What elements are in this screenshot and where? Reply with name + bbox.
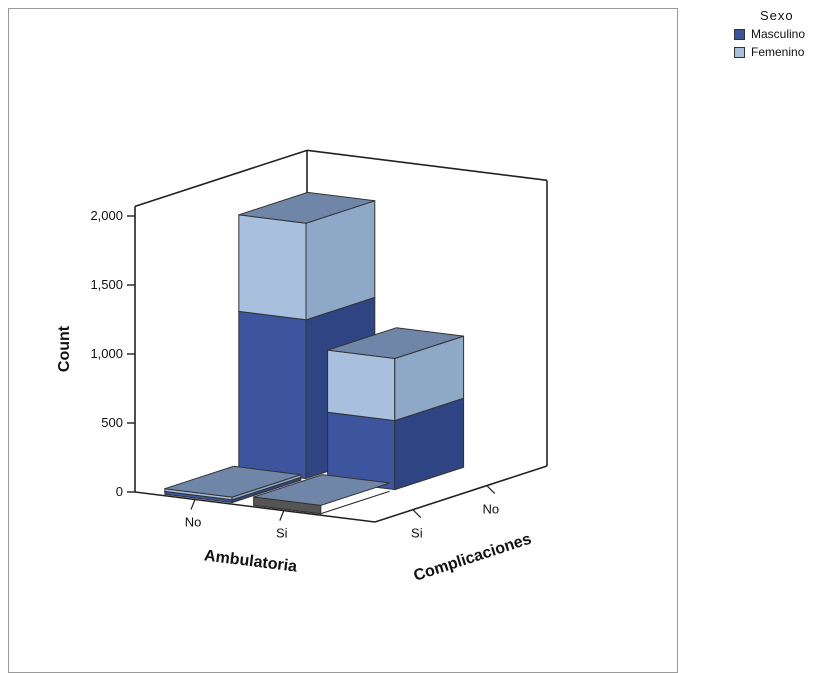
box-edge-5 xyxy=(134,491,376,523)
bar-top xyxy=(253,474,390,506)
box-edge-4 xyxy=(306,149,548,182)
y-tick-label: 2,000 xyxy=(90,208,123,223)
z-category-label: No xyxy=(482,502,499,517)
bar-stack-no-si xyxy=(164,465,302,504)
x-axis-title: Ambulatoria xyxy=(203,547,298,575)
legend-title: Sexo xyxy=(760,8,794,23)
legend-item-masculino: Masculino xyxy=(734,25,805,43)
bar-top xyxy=(327,327,464,360)
legend-label-masculino: Masculino xyxy=(751,27,806,41)
box-edge-6 xyxy=(374,465,548,523)
z-tick-mark xyxy=(486,485,496,495)
y-tick-label: 1,500 xyxy=(90,277,123,292)
bar-segment-masculino xyxy=(238,310,307,480)
x-category-label: Si xyxy=(276,526,288,541)
bar-top xyxy=(238,191,375,224)
legend-label-femenino: Femenino xyxy=(751,45,805,59)
y-tick-label: 0 xyxy=(116,484,123,499)
bar-stack-si-si xyxy=(253,474,390,515)
bar-side-femenino xyxy=(320,490,390,515)
x-tick-mark xyxy=(279,510,285,521)
bar-segment-femenino xyxy=(238,214,307,321)
z-axis-title: Complicaciones xyxy=(412,531,534,585)
y-axis: 0 500 1,000 1,500 2,000 xyxy=(90,208,135,499)
bar-segment-femenino xyxy=(327,349,396,422)
bar-top xyxy=(164,465,301,498)
x-tick-mark xyxy=(190,499,196,510)
y-tick-label: 1,000 xyxy=(90,346,123,361)
z-category-label: Si xyxy=(411,526,423,541)
box-edge-3 xyxy=(134,149,308,208)
category-labels: No Si Si No xyxy=(185,485,499,541)
legend-swatch-femenino xyxy=(734,46,745,58)
y-tick-label: 500 xyxy=(101,415,123,430)
legend-swatch-masculino xyxy=(734,28,745,40)
legend: Sexo Masculino Femenino xyxy=(734,8,805,61)
z-tick-mark xyxy=(412,509,422,519)
bars xyxy=(164,191,465,515)
bar-stack-si-no xyxy=(327,327,465,491)
legend-item-femenino: Femenino xyxy=(734,43,805,61)
y-axis-title: Count xyxy=(56,325,73,372)
x-category-label: No xyxy=(185,515,202,530)
